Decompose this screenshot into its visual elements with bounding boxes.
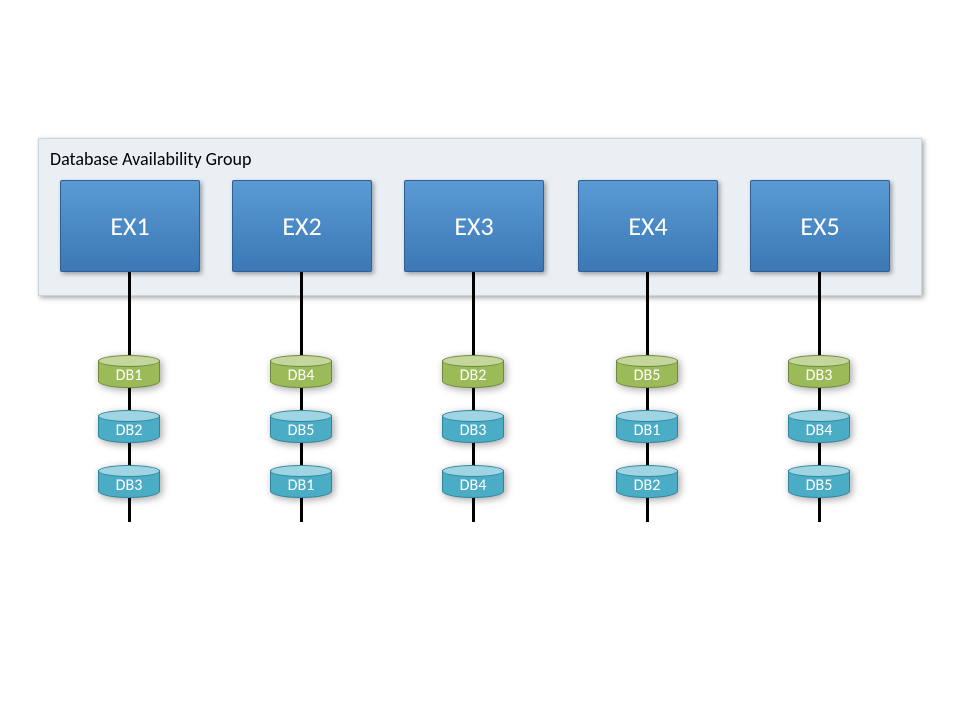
db-label: DB1 (270, 476, 332, 495)
db-cylinder: DB3 (788, 355, 850, 393)
db-cylinder: DB3 (98, 465, 160, 503)
db-cylinder: DB2 (98, 410, 160, 448)
server-box: EX5 (750, 180, 890, 272)
db-label: DB3 (98, 476, 160, 495)
db-cylinder: DB4 (788, 410, 850, 448)
db-label: DB4 (788, 421, 850, 440)
server-label: EX5 (800, 210, 839, 242)
server-label: EX3 (454, 210, 493, 242)
db-cylinder: DB2 (616, 465, 678, 503)
db-cylinder: DB4 (442, 465, 504, 503)
db-label: DB5 (270, 421, 332, 440)
db-label: DB4 (270, 366, 332, 385)
db-label: DB2 (616, 476, 678, 495)
db-label: DB3 (442, 421, 504, 440)
server-label: EX2 (282, 210, 321, 242)
db-cylinder: DB5 (788, 465, 850, 503)
db-cylinder: DB5 (270, 410, 332, 448)
server-box: EX4 (578, 180, 718, 272)
db-label: DB1 (616, 421, 678, 440)
db-cylinder: DB1 (98, 355, 160, 393)
server-box: EX1 (60, 180, 200, 272)
db-cylinder: DB1 (270, 465, 332, 503)
server-box: EX2 (232, 180, 372, 272)
db-cylinder: DB1 (616, 410, 678, 448)
server-label: EX1 (110, 210, 149, 242)
server-label: EX4 (628, 210, 667, 242)
db-label: DB1 (98, 366, 160, 385)
db-label: DB3 (788, 366, 850, 385)
db-label: DB4 (442, 476, 504, 495)
group-title: Database Availability Group (50, 148, 251, 170)
db-label: DB5 (788, 476, 850, 495)
db-cylinder: DB5 (616, 355, 678, 393)
db-cylinder: DB4 (270, 355, 332, 393)
db-label: DB5 (616, 366, 678, 385)
db-label: DB2 (98, 421, 160, 440)
db-cylinder: DB3 (442, 410, 504, 448)
server-box: EX3 (404, 180, 544, 272)
db-label: DB2 (442, 366, 504, 385)
db-cylinder: DB2 (442, 355, 504, 393)
